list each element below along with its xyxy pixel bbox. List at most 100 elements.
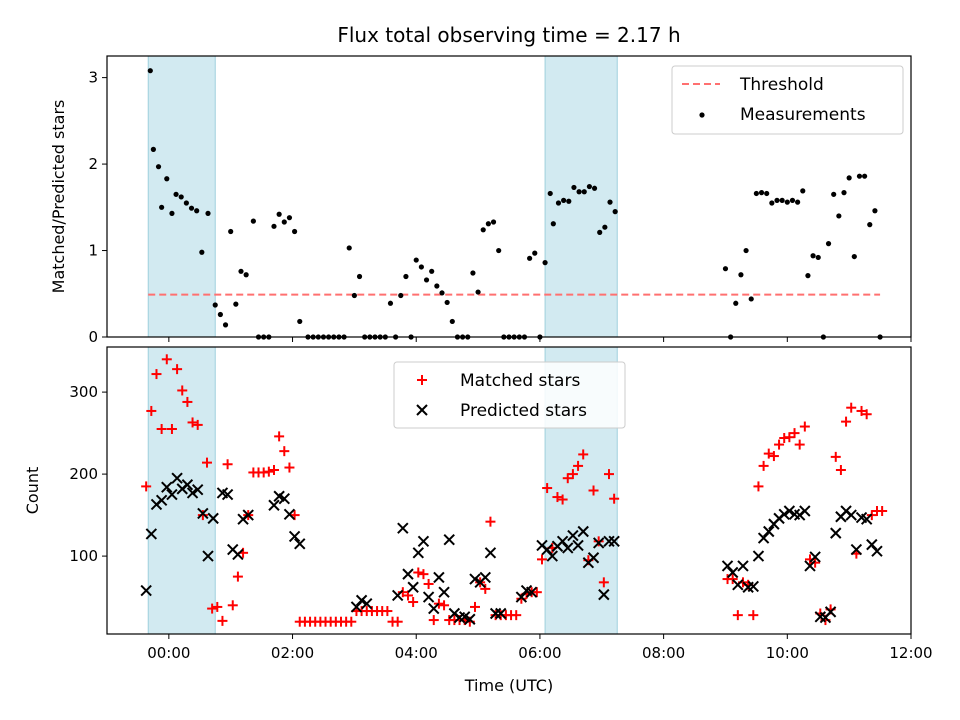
matched-star-point	[423, 578, 434, 589]
measurement-point	[233, 301, 239, 307]
measurement-point	[846, 175, 852, 181]
matched-star-point	[274, 431, 285, 442]
measurement-point	[305, 334, 311, 340]
predicted-star-point	[416, 404, 428, 416]
matched-star-point	[552, 492, 563, 503]
predicted-star-point	[850, 543, 863, 556]
matched-star-point	[557, 494, 568, 505]
measurement-point	[867, 222, 873, 228]
measurement-point	[372, 334, 378, 340]
matched-star-point	[232, 571, 243, 582]
measurement-point	[561, 197, 567, 203]
matched-star-point	[846, 402, 857, 413]
predicted-star-point	[438, 586, 450, 598]
matched-star-point	[758, 460, 769, 471]
matched-star-point	[418, 569, 429, 580]
measurement-point	[188, 205, 195, 211]
measurement-point	[194, 208, 200, 214]
matched-star-point	[531, 587, 542, 598]
measurement-point	[460, 334, 466, 340]
measurement-point	[795, 199, 801, 205]
measurement-point	[753, 190, 759, 197]
measurement-point	[815, 254, 821, 261]
measurement-point	[597, 229, 603, 235]
matched-star-point	[774, 439, 785, 450]
predicted-star-point	[546, 550, 558, 562]
predicted-star-point	[495, 607, 507, 620]
predicted-star-point	[783, 505, 796, 517]
predicted-star-point	[402, 568, 414, 580]
predicted-star-point	[202, 550, 214, 562]
predicted-star-point	[598, 588, 610, 601]
predicted-star-point	[155, 494, 168, 507]
matched-star-point	[753, 481, 764, 492]
predicted-star-point	[479, 571, 491, 584]
measurement-point	[607, 199, 613, 205]
measurement-point	[728, 334, 734, 340]
measurement-point	[199, 249, 205, 255]
y-tick-label: 3	[88, 69, 98, 87]
matched-star-point	[212, 601, 223, 612]
measurement-point	[164, 176, 170, 182]
predicted-star-point	[433, 571, 445, 584]
matched-star-point	[207, 603, 218, 614]
measurement-point	[429, 268, 435, 274]
predicted-star-point	[197, 507, 209, 520]
predicted-star-point	[397, 522, 409, 534]
matched-star-point	[732, 610, 743, 621]
matched-star-point	[146, 405, 157, 416]
predicted-star-point	[161, 481, 173, 493]
matched-star-point	[279, 446, 290, 457]
predicted-star-point	[799, 505, 811, 517]
measurement-point	[271, 223, 277, 229]
predicted-star-point	[572, 539, 584, 552]
measurement-point	[449, 318, 455, 325]
predicted-star-point	[288, 530, 301, 543]
matched-star-point	[166, 424, 177, 434]
measurement-point	[266, 334, 272, 340]
predicted-star-point	[361, 597, 373, 610]
matched-star-point	[542, 483, 553, 494]
legend-threshold-label: Threshold	[739, 75, 824, 95]
matched-star-point	[392, 616, 403, 627]
predicted-star-point	[567, 529, 579, 542]
matched-star-point	[346, 616, 357, 627]
predicted-star-point	[181, 479, 194, 491]
predicted-star-point	[830, 527, 842, 539]
matched-star-point	[433, 598, 444, 609]
measurement-point	[222, 322, 229, 328]
measurement-point	[566, 198, 572, 204]
measurement-point	[532, 250, 538, 256]
predicted-star-point	[464, 613, 476, 625]
predicted-star-point	[763, 525, 775, 538]
matched-star-point	[727, 574, 738, 585]
matched-star-point	[511, 610, 522, 621]
predicted-star-point	[278, 492, 290, 505]
matched-star-point	[830, 451, 841, 462]
predicted-star-point	[422, 591, 435, 603]
matched-star-point	[284, 462, 295, 473]
measurement-point	[490, 219, 497, 225]
matched-star-point	[609, 493, 620, 504]
matched-star-point	[603, 469, 614, 480]
measurement-point	[475, 289, 481, 295]
measurement-point	[586, 183, 593, 190]
measurement-point	[825, 241, 832, 247]
measurement-point	[444, 299, 450, 306]
y-tick-label: 2	[88, 155, 98, 173]
matched-star-point	[516, 593, 527, 604]
predicted-star-point	[391, 589, 404, 602]
measurement-point	[326, 334, 332, 340]
predicted-star-point	[587, 552, 600, 564]
measurement-point	[250, 218, 256, 224]
legend-matched-label: Matched stars	[460, 371, 580, 391]
predicted-star-point	[860, 513, 873, 525]
measurement-point	[810, 253, 816, 259]
measurement-point	[738, 272, 744, 278]
y-tick-label: 1	[88, 242, 98, 260]
predicted-star-point	[221, 488, 234, 501]
measurement-point	[331, 334, 337, 340]
measurement-point	[356, 273, 363, 280]
predicted-star-point	[232, 548, 244, 561]
